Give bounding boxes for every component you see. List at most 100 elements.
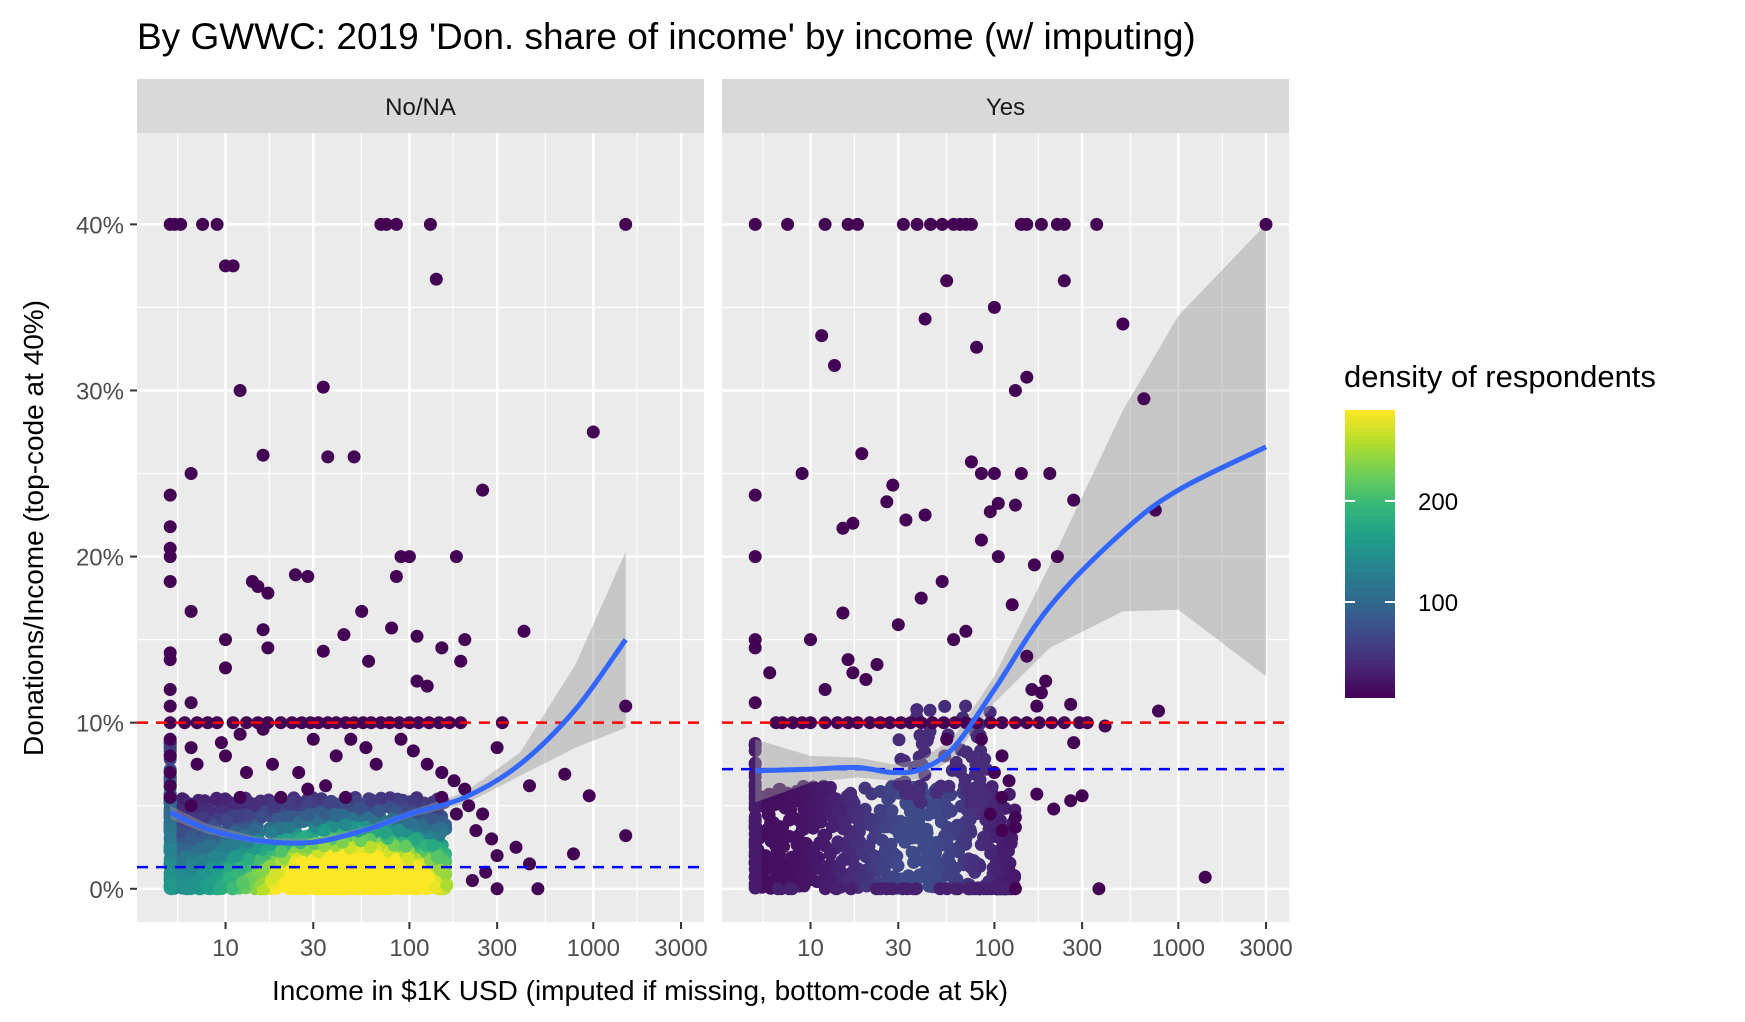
data-point — [947, 633, 961, 647]
data-point — [465, 874, 479, 887]
data-point — [974, 732, 988, 746]
data-point — [748, 849, 762, 863]
data-point — [359, 741, 373, 755]
data-point — [184, 741, 198, 755]
data-point — [339, 790, 353, 804]
data-point — [763, 666, 777, 680]
data-point — [1030, 699, 1044, 713]
data-point — [772, 783, 786, 796]
data-point — [815, 329, 829, 343]
data-point — [184, 467, 198, 480]
data-point — [1067, 736, 1081, 750]
data-point — [1137, 392, 1151, 406]
data-point — [918, 508, 932, 522]
data-point — [338, 818, 352, 832]
data-point — [219, 661, 232, 675]
data-point — [388, 854, 402, 868]
data-point — [748, 802, 762, 815]
data-point — [428, 880, 442, 894]
data-point — [261, 586, 275, 600]
data-point — [879, 882, 893, 896]
data-point — [898, 835, 912, 849]
data-point — [241, 852, 255, 866]
data-point — [862, 839, 876, 853]
data-point — [862, 818, 876, 832]
data-point — [831, 835, 845, 849]
data-point — [995, 716, 1009, 730]
data-point — [301, 782, 315, 796]
data-point — [817, 863, 830, 877]
data-point — [804, 716, 817, 730]
data-point — [983, 705, 997, 719]
data-point — [435, 790, 449, 804]
data-point — [582, 789, 596, 803]
data-point — [531, 882, 545, 896]
data-point — [795, 467, 809, 480]
data-point — [874, 785, 887, 798]
data-point — [523, 779, 536, 793]
data-point — [316, 644, 330, 658]
data-point — [184, 604, 198, 618]
data-point — [261, 641, 275, 655]
data-point — [196, 811, 210, 825]
y-axis-label: Donations/Income (top-code at 40%) — [18, 300, 49, 756]
data-point — [361, 881, 375, 895]
strip-no-na: No/NA — [137, 79, 704, 133]
y-tick-label: 30% — [76, 378, 124, 405]
data-point — [1008, 384, 1022, 397]
data-point — [306, 732, 320, 746]
data-point — [1008, 810, 1022, 824]
data-point — [476, 483, 490, 497]
data-point — [846, 666, 860, 680]
data-point — [1034, 217, 1048, 231]
data-point — [184, 879, 197, 893]
data-point — [341, 881, 355, 895]
data-point — [748, 488, 762, 502]
data-point — [970, 340, 984, 354]
x-axis-label: Income in $1K USD (imputed if missing, b… — [272, 975, 1008, 1006]
data-point — [469, 824, 483, 838]
data-point — [964, 455, 978, 469]
data-point — [219, 633, 232, 647]
data-point — [995, 790, 1009, 804]
y-tick-label: 20% — [76, 545, 124, 572]
data-point — [1064, 794, 1078, 808]
data-point — [332, 872, 346, 886]
legend-tick-label: 100 — [1418, 590, 1458, 617]
data-point — [748, 758, 762, 771]
data-point — [426, 838, 440, 852]
data-point — [1050, 550, 1064, 564]
data-point — [788, 790, 802, 804]
x-tick-label: 30 — [300, 935, 327, 962]
data-point — [763, 795, 777, 809]
data-point — [362, 654, 376, 668]
data-point — [389, 570, 403, 583]
legend-title: density of respondents — [1344, 359, 1656, 394]
data-point — [1020, 370, 1034, 384]
data-point — [987, 467, 1001, 480]
data-point — [991, 550, 1005, 564]
data-point — [880, 495, 894, 509]
data-point — [185, 858, 199, 872]
data-point — [959, 624, 973, 638]
data-point — [379, 217, 393, 231]
data-point — [792, 843, 806, 856]
data-point — [586, 425, 600, 439]
data-point — [978, 788, 992, 802]
x-tick-label: 1000 — [567, 935, 620, 962]
data-point — [964, 217, 978, 231]
data-point — [879, 846, 893, 860]
data-point — [1027, 558, 1041, 572]
data-point — [317, 823, 331, 837]
data-point — [347, 450, 361, 464]
data-point — [233, 384, 247, 397]
data-point — [870, 658, 884, 671]
data-point — [274, 844, 288, 858]
data-point — [748, 696, 762, 710]
data-point — [392, 716, 406, 730]
data-point — [915, 737, 929, 751]
data-point — [199, 840, 212, 854]
data-point — [264, 826, 278, 840]
data-point — [201, 716, 215, 730]
data-point — [1002, 774, 1016, 788]
